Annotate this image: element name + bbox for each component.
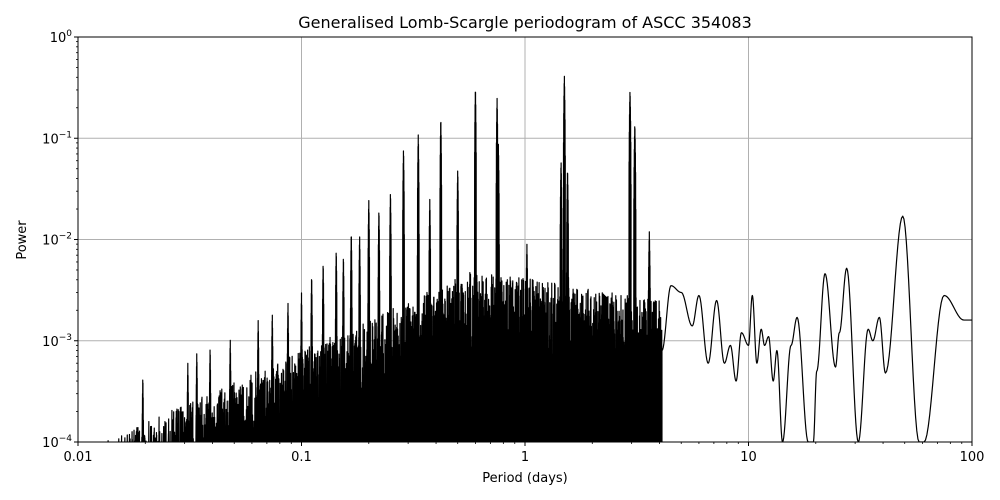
- y-axis-label: Power: [15, 220, 30, 260]
- y-tick-label: 100: [50, 29, 73, 46]
- y-tick-labels: 10−4 10−3 10−2 10−1 100: [42, 29, 72, 451]
- y-tick-label: 10−4: [42, 434, 72, 451]
- x-tick-label: 0.1: [291, 450, 312, 465]
- x-tick-label: 100: [960, 450, 985, 465]
- x-tick-label: 1: [521, 450, 529, 465]
- y-tick-label: 10−2: [42, 232, 72, 249]
- y-tick-label: 10−3: [42, 333, 72, 350]
- y-tick-label: 10−1: [42, 130, 72, 147]
- chart-title: Generalised Lomb-Scargle periodogram of …: [298, 13, 752, 32]
- x-tick-label: 10: [740, 450, 757, 465]
- power-series-line: [104, 75, 972, 442]
- axis-ticks: [74, 36, 973, 446]
- x-tick-label: 0.01: [64, 450, 93, 465]
- x-tick-labels: 0.01 0.1 1 10 100: [64, 450, 985, 465]
- x-axis-label: Period (days): [482, 471, 568, 486]
